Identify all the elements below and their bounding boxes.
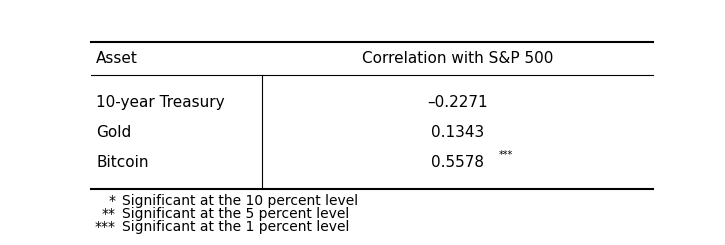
- Text: ***: ***: [95, 220, 116, 233]
- Text: 10-year Treasury: 10-year Treasury: [96, 95, 225, 110]
- Text: 0.1343: 0.1343: [431, 125, 484, 140]
- Text: Gold: Gold: [96, 125, 131, 140]
- Text: 0.5578: 0.5578: [431, 155, 484, 170]
- Text: Significant at the 1 percent level: Significant at the 1 percent level: [122, 220, 349, 233]
- Text: Significant at the 5 percent level: Significant at the 5 percent level: [122, 207, 349, 221]
- Text: **: **: [102, 207, 116, 221]
- Text: Bitcoin: Bitcoin: [96, 155, 149, 170]
- Text: Asset: Asset: [96, 51, 138, 66]
- Text: ***: ***: [498, 150, 513, 160]
- Text: Significant at the 10 percent level: Significant at the 10 percent level: [122, 194, 357, 208]
- Text: Correlation with S&P 500: Correlation with S&P 500: [362, 51, 553, 66]
- Text: *: *: [109, 194, 116, 208]
- Text: –0.2271: –0.2271: [427, 95, 487, 110]
